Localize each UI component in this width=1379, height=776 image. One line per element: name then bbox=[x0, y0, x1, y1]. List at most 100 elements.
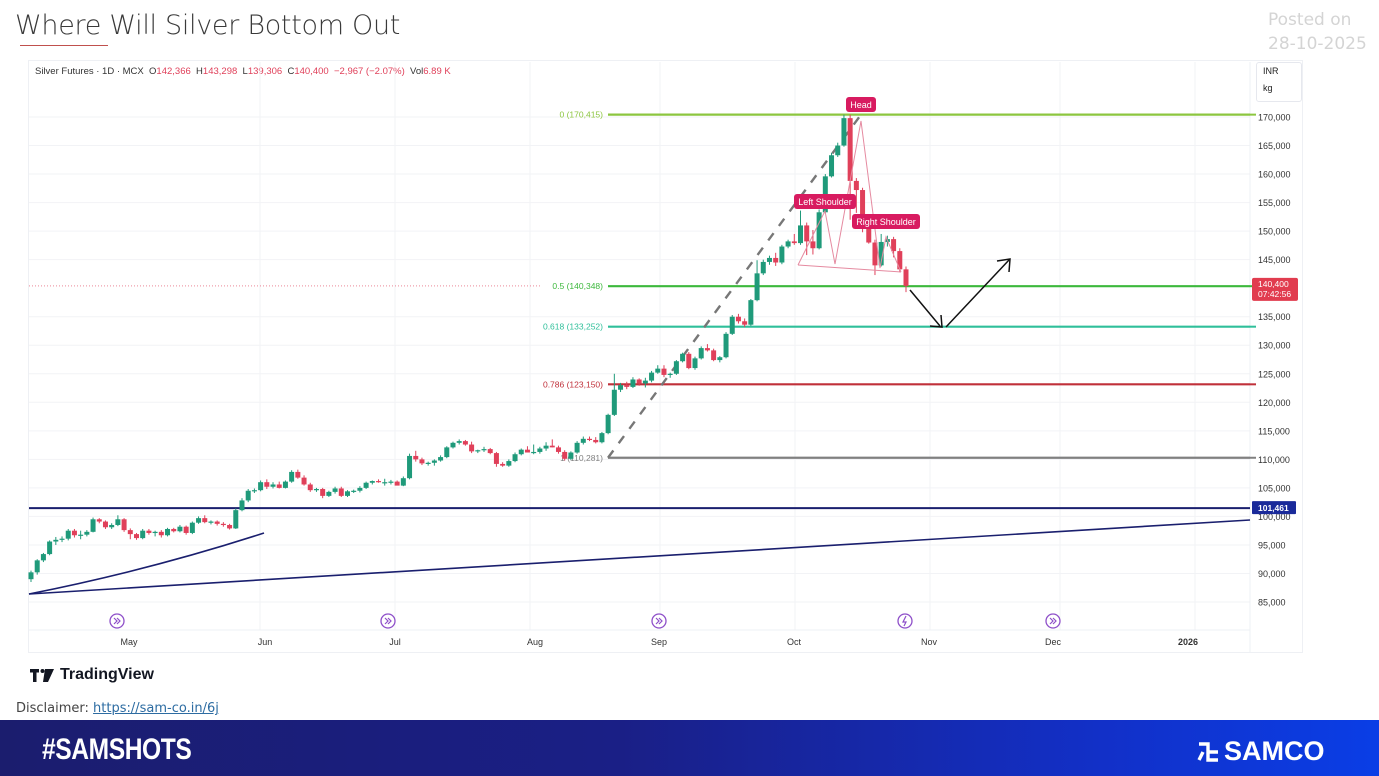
candle bbox=[655, 365, 661, 374]
projection-arrows[interactable] bbox=[909, 258, 1011, 328]
candle bbox=[692, 356, 698, 370]
candle bbox=[313, 487, 319, 492]
candle bbox=[903, 266, 909, 293]
posted-label: Posted on bbox=[1268, 10, 1352, 30]
right-shoulder-label[interactable]: Right Shoulder bbox=[852, 214, 920, 229]
candle bbox=[506, 459, 512, 467]
candle bbox=[220, 522, 226, 527]
candle bbox=[835, 142, 841, 157]
candle bbox=[47, 540, 53, 556]
candle bbox=[729, 314, 735, 335]
y-axis-tick: 165,000 bbox=[1258, 141, 1291, 151]
candle bbox=[431, 459, 437, 466]
svg-text:Right Shoulder: Right Shoulder bbox=[856, 217, 916, 227]
tradingview-label: TradingView bbox=[60, 666, 154, 683]
head-label[interactable]: Head bbox=[846, 97, 876, 112]
left-shoulder-label[interactable]: Left Shoulder bbox=[794, 194, 856, 209]
candle bbox=[649, 370, 655, 383]
candle bbox=[711, 348, 717, 362]
symbol-label[interactable]: Silver Futures · 1D · MCX bbox=[35, 66, 144, 77]
candle bbox=[34, 559, 40, 575]
candle bbox=[636, 378, 642, 386]
candle bbox=[183, 525, 189, 535]
svg-text:Head: Head bbox=[850, 100, 872, 110]
candle bbox=[419, 457, 425, 466]
candle bbox=[785, 239, 791, 249]
currency-unit-selector[interactable]: INR kg bbox=[1256, 62, 1302, 102]
dividend-event-icon[interactable] bbox=[109, 613, 125, 629]
samco-label: SAMCO bbox=[1224, 736, 1325, 766]
candle bbox=[779, 244, 785, 265]
candle bbox=[742, 318, 748, 327]
currency-label: INR bbox=[1263, 66, 1279, 76]
candle bbox=[549, 439, 555, 448]
candle bbox=[512, 452, 518, 463]
dividend-event-icon[interactable] bbox=[1045, 613, 1061, 629]
candle bbox=[59, 536, 65, 543]
candle bbox=[78, 530, 84, 540]
samshots-hashtag: #SAMSHOTS bbox=[42, 733, 192, 766]
candle bbox=[680, 352, 686, 363]
long-trendline[interactable] bbox=[28, 519, 1251, 595]
candle bbox=[146, 528, 152, 535]
dividend-event-icon[interactable] bbox=[651, 613, 667, 629]
candle bbox=[382, 478, 388, 486]
candle bbox=[698, 346, 704, 360]
candle bbox=[469, 441, 475, 454]
candle bbox=[760, 259, 766, 276]
neckline[interactable] bbox=[797, 264, 902, 273]
candle bbox=[853, 178, 859, 213]
x-axis-tick: Jul bbox=[389, 637, 401, 647]
candle bbox=[456, 439, 462, 445]
candle bbox=[493, 451, 499, 467]
rising-support-trendline[interactable] bbox=[28, 532, 265, 595]
candle bbox=[543, 442, 549, 451]
y-axis-tick: 90,000 bbox=[1258, 569, 1286, 579]
candle bbox=[475, 449, 481, 454]
page-title: Where Will Silver Bottom Out bbox=[15, 10, 401, 41]
dividend-event-icon[interactable] bbox=[380, 613, 396, 629]
candle bbox=[28, 570, 34, 583]
candle bbox=[555, 445, 561, 454]
candle bbox=[791, 233, 797, 245]
candle bbox=[593, 437, 599, 444]
posted-date: Posted on 28-10-2025 bbox=[1268, 8, 1367, 56]
y-axis-tick: 160,000 bbox=[1258, 170, 1291, 180]
candle bbox=[624, 381, 630, 390]
y-axis-tick: 150,000 bbox=[1258, 227, 1291, 237]
candle bbox=[214, 520, 220, 526]
candle bbox=[127, 528, 133, 540]
candle bbox=[208, 520, 214, 525]
x-axis-tick: Oct bbox=[787, 637, 802, 647]
head-shoulders-pattern[interactable] bbox=[797, 120, 902, 273]
candle bbox=[518, 448, 524, 456]
fib-level-label: 0.618 (133,252) bbox=[543, 322, 603, 332]
y-axis-tick: 130,000 bbox=[1258, 341, 1291, 351]
candle bbox=[611, 373, 617, 416]
candle bbox=[233, 508, 239, 529]
candle bbox=[537, 446, 543, 454]
candle bbox=[531, 444, 537, 455]
earnings-event-icon[interactable] bbox=[897, 613, 913, 629]
y-axis-tick: 135,000 bbox=[1258, 312, 1291, 322]
candle bbox=[500, 462, 506, 467]
candle bbox=[369, 480, 375, 485]
disclaimer: Disclaimer: https://sam-co.in/6j bbox=[16, 701, 219, 716]
candle bbox=[872, 239, 878, 276]
candle bbox=[425, 461, 431, 466]
candle bbox=[239, 498, 245, 512]
candle bbox=[394, 480, 400, 486]
candle bbox=[717, 356, 723, 363]
svg-text:Left Shoulder: Left Shoulder bbox=[798, 197, 852, 207]
change-value: −2,967 (−2.07%) bbox=[333, 66, 405, 77]
candle bbox=[810, 229, 816, 255]
candle bbox=[450, 441, 456, 449]
candle bbox=[202, 515, 208, 524]
disclaimer-link[interactable]: https://sam-co.in/6j bbox=[93, 701, 219, 716]
candle bbox=[804, 222, 810, 256]
price-chart[interactable]: 170,000 165,000 160,000 155,000 150,000 145,0… bbox=[0, 0, 1379, 720]
candle bbox=[65, 528, 71, 541]
candle bbox=[96, 518, 102, 524]
candle bbox=[40, 552, 46, 563]
